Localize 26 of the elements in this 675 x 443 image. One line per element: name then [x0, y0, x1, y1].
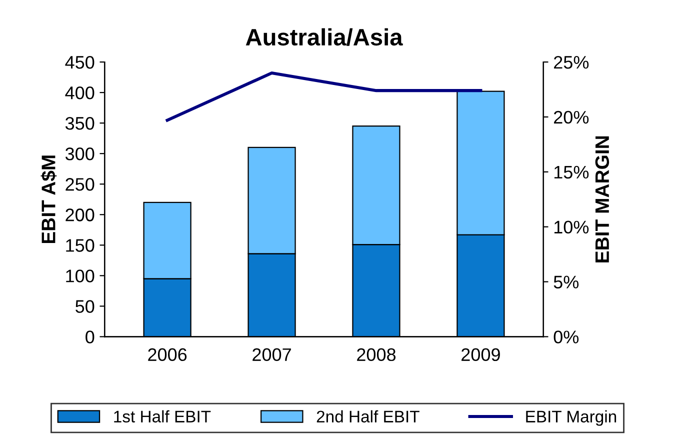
y2-tick-label: 5% — [554, 276, 579, 288]
y2-tick-label: 10% — [554, 220, 589, 234]
y-tick-label: 300 — [65, 148, 94, 160]
y2-tick-label: 15% — [554, 166, 589, 179]
legend-label: EBIT Margin — [526, 410, 616, 426]
x-tick-label: 2007 — [252, 348, 291, 362]
x-tick-label: 2006 — [148, 348, 187, 362]
y-tick-label: 350 — [65, 116, 94, 130]
y2-tick-label: 0% — [554, 330, 579, 344]
legend-label: 1st Half EBIT — [114, 410, 211, 422]
y-tick-label: 450 — [65, 56, 94, 69]
y-tick-label: 200 — [66, 208, 94, 222]
y2-axis-title: EBIT MARGIN — [595, 136, 610, 262]
legend-label: 2nd Half EBIT — [316, 410, 420, 422]
y-tick-label: 400 — [65, 86, 94, 100]
chart-title: Australia/Asia — [246, 28, 403, 46]
y-tick-label: 150 — [66, 239, 94, 252]
x-tick-label: 2008 — [357, 348, 396, 362]
y2-tick-label: 25% — [554, 56, 589, 69]
y-tick-label: 100 — [66, 270, 94, 282]
x-tick-label: 2009 — [462, 348, 500, 362]
y-tick-label: 50 — [76, 300, 94, 313]
y-tick-label: 250 — [66, 178, 94, 191]
y2-tick-label: 20% — [554, 110, 589, 124]
y-tick-label: 0 — [86, 330, 94, 344]
y-axis-title: EBIT A$M — [40, 156, 57, 244]
